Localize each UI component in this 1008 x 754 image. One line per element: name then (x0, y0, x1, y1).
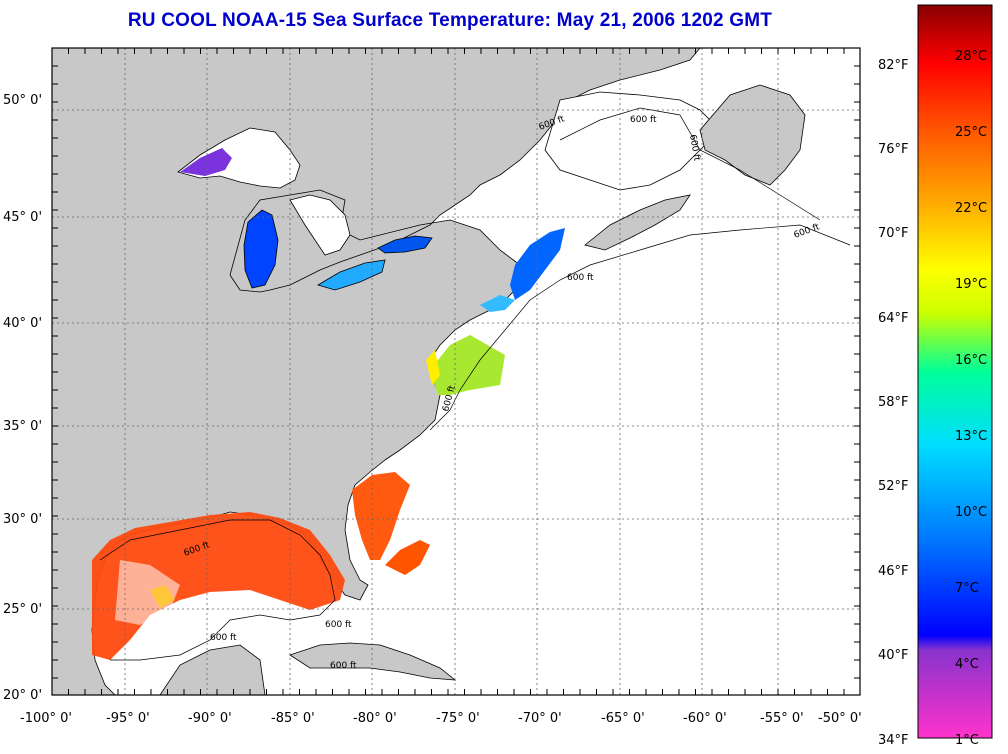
lat-label: 45° 0' (3, 210, 42, 225)
contour-label: 600 ft (210, 633, 237, 643)
f-label: 40°F (878, 648, 909, 663)
axis-ticks (51, 47, 860, 695)
lat-label: 25° 0' (3, 602, 42, 617)
c-label: 28°C (955, 49, 987, 64)
isobath-600ft (99, 224, 851, 661)
sst-gulf-stream-patch (385, 540, 430, 575)
contour-label: 600 ft (630, 115, 657, 125)
lon-label: -80° 0' (353, 711, 397, 726)
lake-michigan (243, 209, 279, 289)
c-label: 16°C (955, 353, 987, 368)
land-cuba (289, 642, 457, 681)
f-label: 52°F (878, 479, 909, 494)
sst-gulf-of-mexico (92, 512, 345, 660)
contour-label: 600 ft (567, 273, 594, 283)
lon-label: -85° 0' (271, 711, 315, 726)
c-label: 4°C (955, 657, 979, 672)
sst-chesapeake (426, 350, 440, 385)
lon-label: -90° 0' (188, 711, 232, 726)
c-label: 13°C (955, 429, 987, 444)
contour-label: 600 ft (687, 134, 702, 162)
lat-label: 40° 0' (3, 316, 42, 331)
sst-gulf-of-maine (510, 228, 565, 300)
f-label: 46°F (878, 564, 909, 579)
lat-label: 30° 0' (3, 512, 42, 527)
lon-label: -75° 0' (436, 711, 480, 726)
sst-mid-atlantic (430, 335, 505, 395)
lat-label: 35° 0' (3, 419, 42, 434)
lake-superior-sst (180, 148, 232, 176)
lat-label: 20° 0' (3, 688, 42, 703)
lon-label: -100° 0' (20, 711, 72, 726)
latitude-labels: 50° 0' 45° 0' 40° 0' 35° 0' 30° 0' 25° 0… (3, 93, 42, 703)
contour-label: 600 ft (325, 620, 352, 630)
f-label: 82°F (878, 58, 909, 73)
lon-label: -55° 0' (760, 711, 804, 726)
sst-florida-east (352, 472, 410, 560)
c-label: 25°C (955, 125, 987, 140)
c-label: 1°C (955, 733, 979, 748)
lake-erie (317, 259, 386, 291)
lat-label: 50° 0' (3, 93, 42, 108)
isobath-600ft-north (559, 107, 821, 221)
lon-label: -70° 0' (518, 711, 562, 726)
f-label: 76°F (878, 142, 909, 157)
f-label: 70°F (878, 226, 909, 241)
contour-label: 600 ft (330, 661, 357, 671)
colorbar-fahrenheit-labels: 82°F 76°F 70°F 64°F 58°F 52°F 46°F 40°F … (878, 58, 909, 748)
lon-label: -95° 0' (106, 711, 150, 726)
sst-gulf-yellow-patch (150, 585, 175, 608)
sst-gulf-of-maine-cyan (480, 295, 515, 312)
c-label: 22°C (955, 201, 987, 216)
land-yucatan (159, 644, 266, 695)
gulf-st-lawrence (544, 91, 721, 191)
lake-huron (289, 194, 351, 256)
c-label: 7°C (955, 581, 979, 596)
land-nova-scotia (584, 194, 691, 251)
lon-label: -65° 0' (601, 711, 645, 726)
c-label: 10°C (955, 505, 987, 520)
colorbar (917, 4, 993, 739)
lon-label: -50° 0' (818, 711, 862, 726)
f-label: 64°F (878, 311, 909, 326)
lon-label: -60° 0' (683, 711, 727, 726)
longitude-labels: -100° 0' -95° 0' -90° 0' -85° 0' -80° 0'… (20, 711, 862, 726)
f-label: 34°F (878, 733, 909, 748)
colorbar-celsius-labels: 28°C 25°C 22°C 19°C 16°C 13°C 10°C 7°C 4… (955, 49, 987, 748)
f-label: 58°F (878, 395, 909, 410)
c-label: 19°C (955, 277, 987, 292)
lake-ontario (377, 235, 433, 254)
map-title: RU COOL NOAA-15 Sea Surface Temperature:… (127, 10, 773, 31)
